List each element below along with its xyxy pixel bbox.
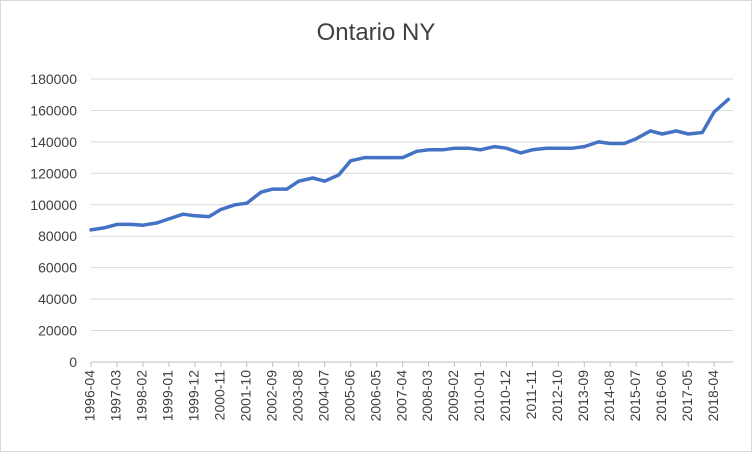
data-point [452,146,456,150]
data-point [608,141,612,145]
x-tick-label: 1999-01 [160,370,176,422]
x-tick-label: 2006-05 [367,370,383,422]
data-point [259,190,263,194]
series-layer [89,97,731,232]
data-point [634,137,638,141]
x-tick-label: 2017-05 [679,370,695,422]
y-tick-label: 40000 [38,291,77,307]
data-point [181,212,185,216]
y-tick-label: 120000 [30,165,77,181]
data-point [193,214,197,218]
x-tick-label: 2005-06 [341,370,357,422]
data-point [493,145,497,149]
data-point [648,129,652,133]
data-point [363,156,367,160]
data-point [89,228,93,232]
data-point [478,148,482,152]
data-point [571,146,574,150]
data-point [596,140,600,144]
data-point [297,179,301,183]
x-tick-label: 2010-12 [497,370,513,422]
chart-title: Ontario NY [316,19,436,46]
x-tick-label: 2016-06 [653,370,669,422]
data-point [556,146,560,150]
x-tick-label: 2000-11 [212,370,228,421]
data-point [219,207,223,211]
x-tick-label: 2002-09 [263,370,279,422]
data-point [311,176,315,180]
data-point [712,110,716,114]
x-tick-label: 1998-02 [134,370,150,422]
x-tick-label: 2007-04 [393,370,409,422]
data-point [441,148,445,152]
data-point [337,173,341,177]
y-tick-label: 180000 [30,71,77,87]
y-tick-label: 60000 [38,260,77,276]
data-point [504,146,508,150]
x-tick-label: 2003-08 [289,370,305,422]
x-tick-label: 2009-02 [445,370,461,422]
y-tick-label: 80000 [38,228,77,244]
data-point [207,215,211,219]
x-tick-label: 2008-03 [419,370,435,422]
data-point [530,148,534,152]
data-point [519,151,523,155]
data-point [660,132,664,136]
x-tick-label: 2001-10 [237,370,253,422]
data-point [545,146,549,150]
x-tick-label: 2011-11 [523,370,539,420]
x-tick-label: 2015-07 [627,370,643,422]
data-point [115,222,119,226]
data-point [582,145,586,149]
data-point [686,132,690,136]
data-point [726,97,730,101]
y-tick-label: 140000 [30,134,77,150]
data-point [155,221,159,225]
data-point [415,149,419,153]
y-tick-label: 160000 [30,102,77,118]
data-point [375,156,379,160]
data-point [467,146,471,150]
data-point [233,203,237,207]
x-tick-label: 1997-03 [108,370,124,422]
data-point [167,217,171,221]
x-tick-label: 2004-07 [315,370,331,422]
data-point [622,141,626,145]
y-axis-labels: 0 20000 40000 60000 80000 100000 120000 140000 1… [30,71,77,370]
x-tick-label: 2010-01 [471,370,487,422]
y-tick-label: 100000 [30,197,77,213]
x-tick-label: 2014-08 [601,370,617,422]
data-point [427,148,431,152]
x-tick-label: 2012-10 [549,370,565,422]
data-point [674,129,678,133]
data-point [141,223,145,227]
data-point [129,222,133,226]
y-tick-label: 0 [69,354,77,370]
series-line [89,97,731,232]
x-tick-label: 1996-04 [82,370,98,422]
data-point [245,201,249,205]
y-tick-label: 20000 [38,323,77,339]
data-point [103,226,107,230]
x-axis-labels: 1996-04 1997-03 1998-02 1999-01 1999-12 2000-… [82,362,721,421]
data-point [700,130,704,134]
x-tick-label: 2013-09 [575,370,591,422]
data-point [285,187,289,191]
data-point [271,187,275,191]
data-point [349,159,353,163]
x-tick-label: 2018-04 [705,370,721,422]
gridlines [91,78,733,363]
x-tick-label: 1999-12 [186,370,202,422]
data-point [401,156,405,160]
data-point [323,179,327,183]
data-point [389,156,393,160]
